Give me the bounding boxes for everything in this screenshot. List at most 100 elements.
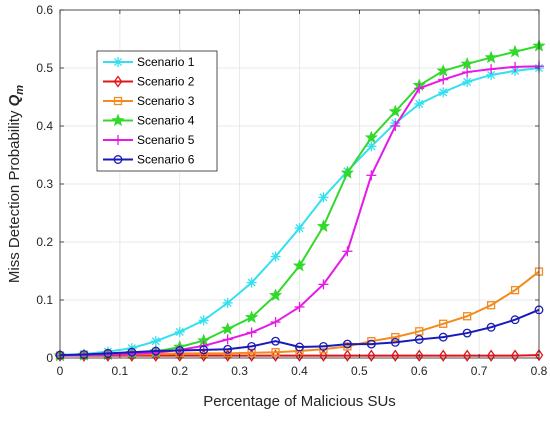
- data-point: [294, 223, 305, 234]
- y-tick-label: 0.2: [36, 235, 53, 249]
- data-point: [391, 332, 400, 342]
- data-point: [365, 131, 378, 143]
- data-point: [103, 348, 113, 358]
- legend-label: Scenario 6: [137, 153, 195, 167]
- series-6: [55, 305, 544, 360]
- legend-label: Scenario 2: [137, 75, 195, 89]
- data-point: [113, 155, 123, 164]
- data-point: [271, 336, 280, 346]
- series-line: [59, 308, 540, 357]
- data-point: [510, 349, 520, 362]
- data-point: [246, 327, 257, 338]
- y-axis-label: Miss Detection Probability Qm: [6, 85, 26, 283]
- y-tick-label: 0.3: [36, 177, 53, 191]
- data-point: [486, 322, 496, 332]
- y-tick-label: 0.1: [36, 293, 53, 307]
- legend-label: Scenario 4: [137, 114, 195, 128]
- legend-item: Scenario 2: [103, 75, 195, 89]
- x-tick-label: 0.2: [171, 364, 188, 378]
- data-point: [390, 121, 401, 131]
- marker-stroke: [415, 99, 424, 109]
- data-point: [111, 114, 125, 126]
- x-axis-label: Percentage of Malicious SUs: [203, 393, 396, 410]
- data-point: [246, 277, 257, 288]
- data-point: [486, 349, 496, 362]
- data-point: [484, 51, 498, 63]
- data-point: [247, 348, 256, 357]
- legend-item: Scenario 6: [103, 153, 195, 167]
- data-point: [389, 105, 402, 117]
- data-point: [534, 348, 544, 362]
- data-point: [414, 334, 424, 344]
- data-point: [486, 301, 496, 310]
- x-tick-label: 0.5: [351, 364, 368, 378]
- data-point: [439, 319, 448, 328]
- data-point: [343, 349, 352, 362]
- data-point: [342, 246, 353, 257]
- legend-label: Scenario 5: [137, 133, 195, 147]
- x-tick-label: 0.8: [531, 364, 548, 378]
- series-5: [55, 61, 544, 361]
- data-point: [460, 57, 474, 70]
- data-point: [113, 96, 123, 106]
- data-point: [508, 45, 522, 58]
- data-point: [317, 219, 330, 232]
- legend-box: [96, 50, 218, 172]
- data-point: [222, 334, 233, 345]
- marker-stroke: [487, 70, 496, 80]
- data-point: [271, 349, 280, 362]
- data-point: [318, 279, 329, 290]
- data-point: [462, 349, 472, 362]
- marker-stroke: [247, 278, 256, 287]
- data-point: [367, 349, 376, 362]
- data-point: [414, 349, 424, 362]
- data-point: [127, 347, 137, 357]
- marker-stroke: [113, 57, 123, 67]
- data-point: [462, 76, 473, 87]
- marker-stroke: [199, 316, 208, 325]
- marker-stroke: [175, 327, 184, 336]
- data-point: [294, 301, 305, 312]
- data-point: [390, 337, 400, 347]
- y-tick-label: 0.4: [36, 119, 53, 133]
- data-point: [391, 349, 400, 362]
- data-point: [174, 326, 185, 337]
- x-tick-label: 0.4: [291, 364, 308, 378]
- marker-stroke: [319, 193, 328, 202]
- data-point: [438, 87, 449, 98]
- data-point: [199, 345, 209, 355]
- data-point: [366, 141, 377, 152]
- data-point: [113, 75, 123, 88]
- data-point: [462, 312, 472, 321]
- data-point: [293, 259, 306, 272]
- data-point: [414, 83, 425, 94]
- marker-stroke: [151, 337, 160, 346]
- data-point: [415, 327, 424, 336]
- marker-stroke: [223, 298, 232, 307]
- marker-stroke: [367, 142, 376, 151]
- data-point: [245, 310, 258, 323]
- y-tick-label: 0.6: [36, 3, 53, 17]
- data-point: [269, 288, 282, 301]
- legend-item: Scenario 1: [103, 55, 195, 69]
- data-point: [462, 328, 472, 338]
- marker-stroke: [271, 252, 280, 261]
- legend-item: Scenario 5: [103, 133, 195, 147]
- data-point: [438, 349, 448, 362]
- y-tick-label: 0: [46, 351, 53, 365]
- data-point: [318, 192, 329, 203]
- data-point: [295, 342, 304, 352]
- data-point: [486, 64, 497, 75]
- data-point: [366, 170, 377, 181]
- data-point: [270, 251, 281, 262]
- data-point: [414, 98, 425, 109]
- legend-item: Scenario 4: [103, 114, 195, 128]
- data-point: [223, 344, 233, 354]
- data-point: [198, 315, 209, 326]
- legend-item: Scenario 3: [103, 94, 195, 108]
- data-point: [319, 349, 328, 362]
- data-point: [271, 348, 280, 357]
- marker-stroke: [463, 77, 472, 86]
- legend: Scenario 1 Scenario 2 Scenario 3 Scenario 4…: [96, 50, 218, 172]
- ticks: 0 0.1 0.2 0.3 0.4 0.5 0.6 0.7 0.8 0 0.1 0.2 0.3 0.4 0.…: [36, 3, 547, 378]
